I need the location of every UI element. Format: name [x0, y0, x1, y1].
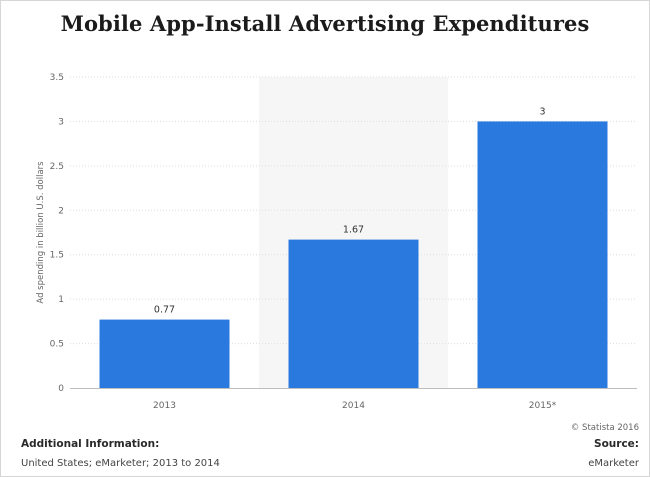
- additional-info-text: United States; eMarketer; 2013 to 2014: [21, 458, 220, 469]
- bar-chart: 0 0.5 1 1.5 2 2.5 3 3.5 Ad spending in billion U…: [36, 73, 637, 411]
- x-tick-label: 2015*: [529, 401, 557, 411]
- data-label: 0.77: [154, 305, 175, 316]
- statista-credit: © Statista 2016: [570, 423, 639, 433]
- chart-title: Mobile App-Install Advertising Expenditu…: [60, 11, 590, 36]
- bar-2015: [477, 121, 608, 388]
- y-tick-label: 0.5: [50, 340, 64, 350]
- source-text: eMarketer: [588, 458, 639, 469]
- data-label: 1.67: [343, 225, 364, 236]
- y-tick-label: 3: [58, 117, 64, 127]
- y-tick-label: 1.5: [50, 251, 64, 261]
- y-tick-label: 1: [58, 295, 64, 305]
- y-axis-title: Ad spending in billion U.S. dollars: [36, 161, 46, 304]
- bar-2013: [99, 319, 230, 388]
- x-tick-label: 2014: [342, 401, 365, 411]
- data-label: 3: [539, 106, 545, 117]
- additional-info-heading: Additional Information:: [21, 438, 160, 450]
- y-tick-label: 2.5: [50, 162, 64, 172]
- y-tick-label: 2: [58, 206, 64, 216]
- x-tick-label: 2013: [153, 401, 176, 411]
- bar-2014: [288, 239, 419, 388]
- y-tick-label: 0: [58, 384, 64, 394]
- y-tick-label: 3.5: [50, 73, 64, 83]
- source-heading: Source:: [594, 438, 639, 450]
